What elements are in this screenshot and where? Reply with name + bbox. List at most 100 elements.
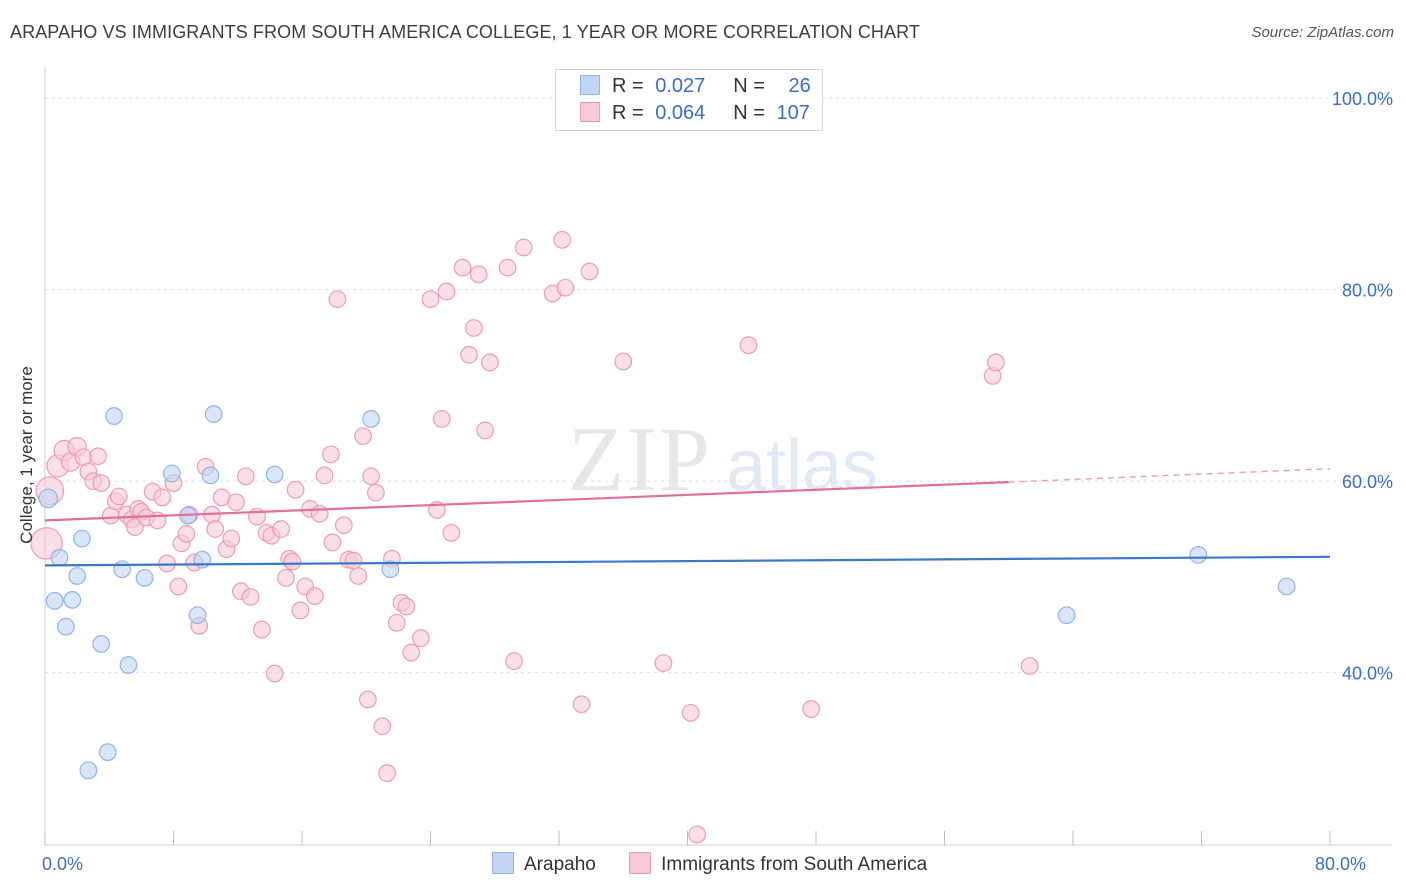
legend-item-immigrants[interactable]: Immigrants from South America [629,852,927,876]
legend-swatch-immigrants [580,102,600,122]
arapaho-point [381,560,400,579]
immigrants-point [272,520,290,538]
immigrants-point [460,345,478,364]
immigrants-point [556,278,575,297]
immigrants-point [328,290,347,309]
arapaho-point [362,410,380,428]
arapaho-point [38,488,59,509]
legend-swatch-arapaho [580,75,600,95]
immigrants-point [476,421,494,440]
arapaho-point [57,617,75,636]
immigrants-point [241,588,260,606]
immigrants-point [987,353,1005,372]
immigrants-point [481,353,499,372]
y-tick-label: 40.0% [1342,664,1393,684]
immigrants-point [362,467,380,486]
immigrants-point [514,238,533,257]
immigrants-point [177,524,196,543]
y-tick-label: 100.0% [1332,89,1393,109]
legend-n-value-arapaho: 26 [788,75,811,97]
immigrants-point [315,466,334,485]
immigrants-trend-extension [1008,468,1331,483]
immigrants-point [802,700,821,718]
series-legend: Arapaho Immigrants from South America [492,852,955,876]
immigrants-point [110,487,128,506]
immigrants-point [310,504,329,523]
legend-swatch-arapaho [492,852,514,874]
x-tick-label: 0.0% [42,854,83,874]
legend-label-immigrants: Immigrants from South America [661,854,928,875]
legend-n-label: N = [733,102,765,124]
immigrants-point [354,427,372,446]
immigrants-point [654,654,673,672]
legend-r-value-immigrants: 0.064 [655,102,706,124]
immigrants-point [344,551,363,570]
arapaho-point [119,656,138,674]
immigrants-point [323,533,342,552]
immigrants-point [469,265,488,284]
arapaho-point [113,560,131,579]
legend-r-label: R = [612,75,644,97]
legend-item-arapaho[interactable]: Arapaho [492,852,596,876]
arapaho-point [1189,545,1208,564]
arapaho-point [98,743,117,762]
arapaho-point [265,465,284,484]
immigrants-point [572,695,591,714]
arapaho-point [92,635,111,653]
immigrants-point [334,516,353,535]
legend-n-value-immigrants: 107 [776,102,810,124]
immigrants-point [126,518,144,536]
arapaho-point [201,466,220,485]
source-credit: Source: ZipAtlas.com [1251,24,1394,41]
chart-title: ARAPAHO VS IMMIGRANTS FROM SOUTH AMERICA… [10,22,921,42]
immigrants-point [378,764,397,783]
immigrants-point [432,410,451,428]
immigrants-point [614,352,633,371]
immigrants-point [453,258,472,277]
arapaho-point [73,529,91,548]
immigrants-point [169,577,188,596]
arapaho-point [135,568,154,587]
immigrants-point [387,613,406,632]
immigrants-point [222,529,241,548]
immigrants-point [277,568,295,587]
immigrants-point [688,825,707,844]
x-tick-label: 80.0% [1315,854,1366,874]
immigrants-point [305,587,324,605]
watermark-atlas: atlas [726,426,878,506]
immigrants-point [358,690,377,709]
immigrants-point [1020,657,1039,675]
immigrants-point [437,282,456,301]
immigrants-point [89,447,107,466]
data-points [30,230,1296,844]
immigrants-trend-line [44,481,1009,522]
legend-row-immigrants: R = 0.064 N = 107 [580,102,810,128]
legend-r-value-arapaho: 0.027 [655,75,706,97]
immigrants-point [206,520,225,538]
tick-labels: 100.0% 80.0% 60.0% 40.0% 0.0% 80.0% [42,89,1393,874]
immigrants-point [411,629,430,648]
axes [44,67,1392,846]
immigrants-point [373,717,392,736]
arapaho-point [79,761,98,780]
arapaho-point [1277,577,1296,596]
arapaho-point [1057,606,1076,625]
immigrants-point [367,483,385,502]
arapaho-point [50,548,69,567]
immigrants-point [681,703,700,722]
immigrants-point [421,290,440,309]
immigrants-point [442,523,461,542]
immigrants-point [92,474,111,492]
arapaho-trend-line [44,555,1331,567]
immigrants-point [498,258,517,277]
immigrants-point [286,480,305,499]
immigrants-point [236,467,255,486]
immigrants-point [227,493,246,512]
legend-row-arapaho: R = 0.027 N = 26 [580,75,811,101]
immigrants-point [397,597,416,616]
y-tick-label: 60.0% [1342,472,1393,492]
immigrants-point [291,601,310,620]
arapaho-point [188,606,207,625]
immigrants-point [349,567,368,585]
immigrants-point [505,652,523,671]
